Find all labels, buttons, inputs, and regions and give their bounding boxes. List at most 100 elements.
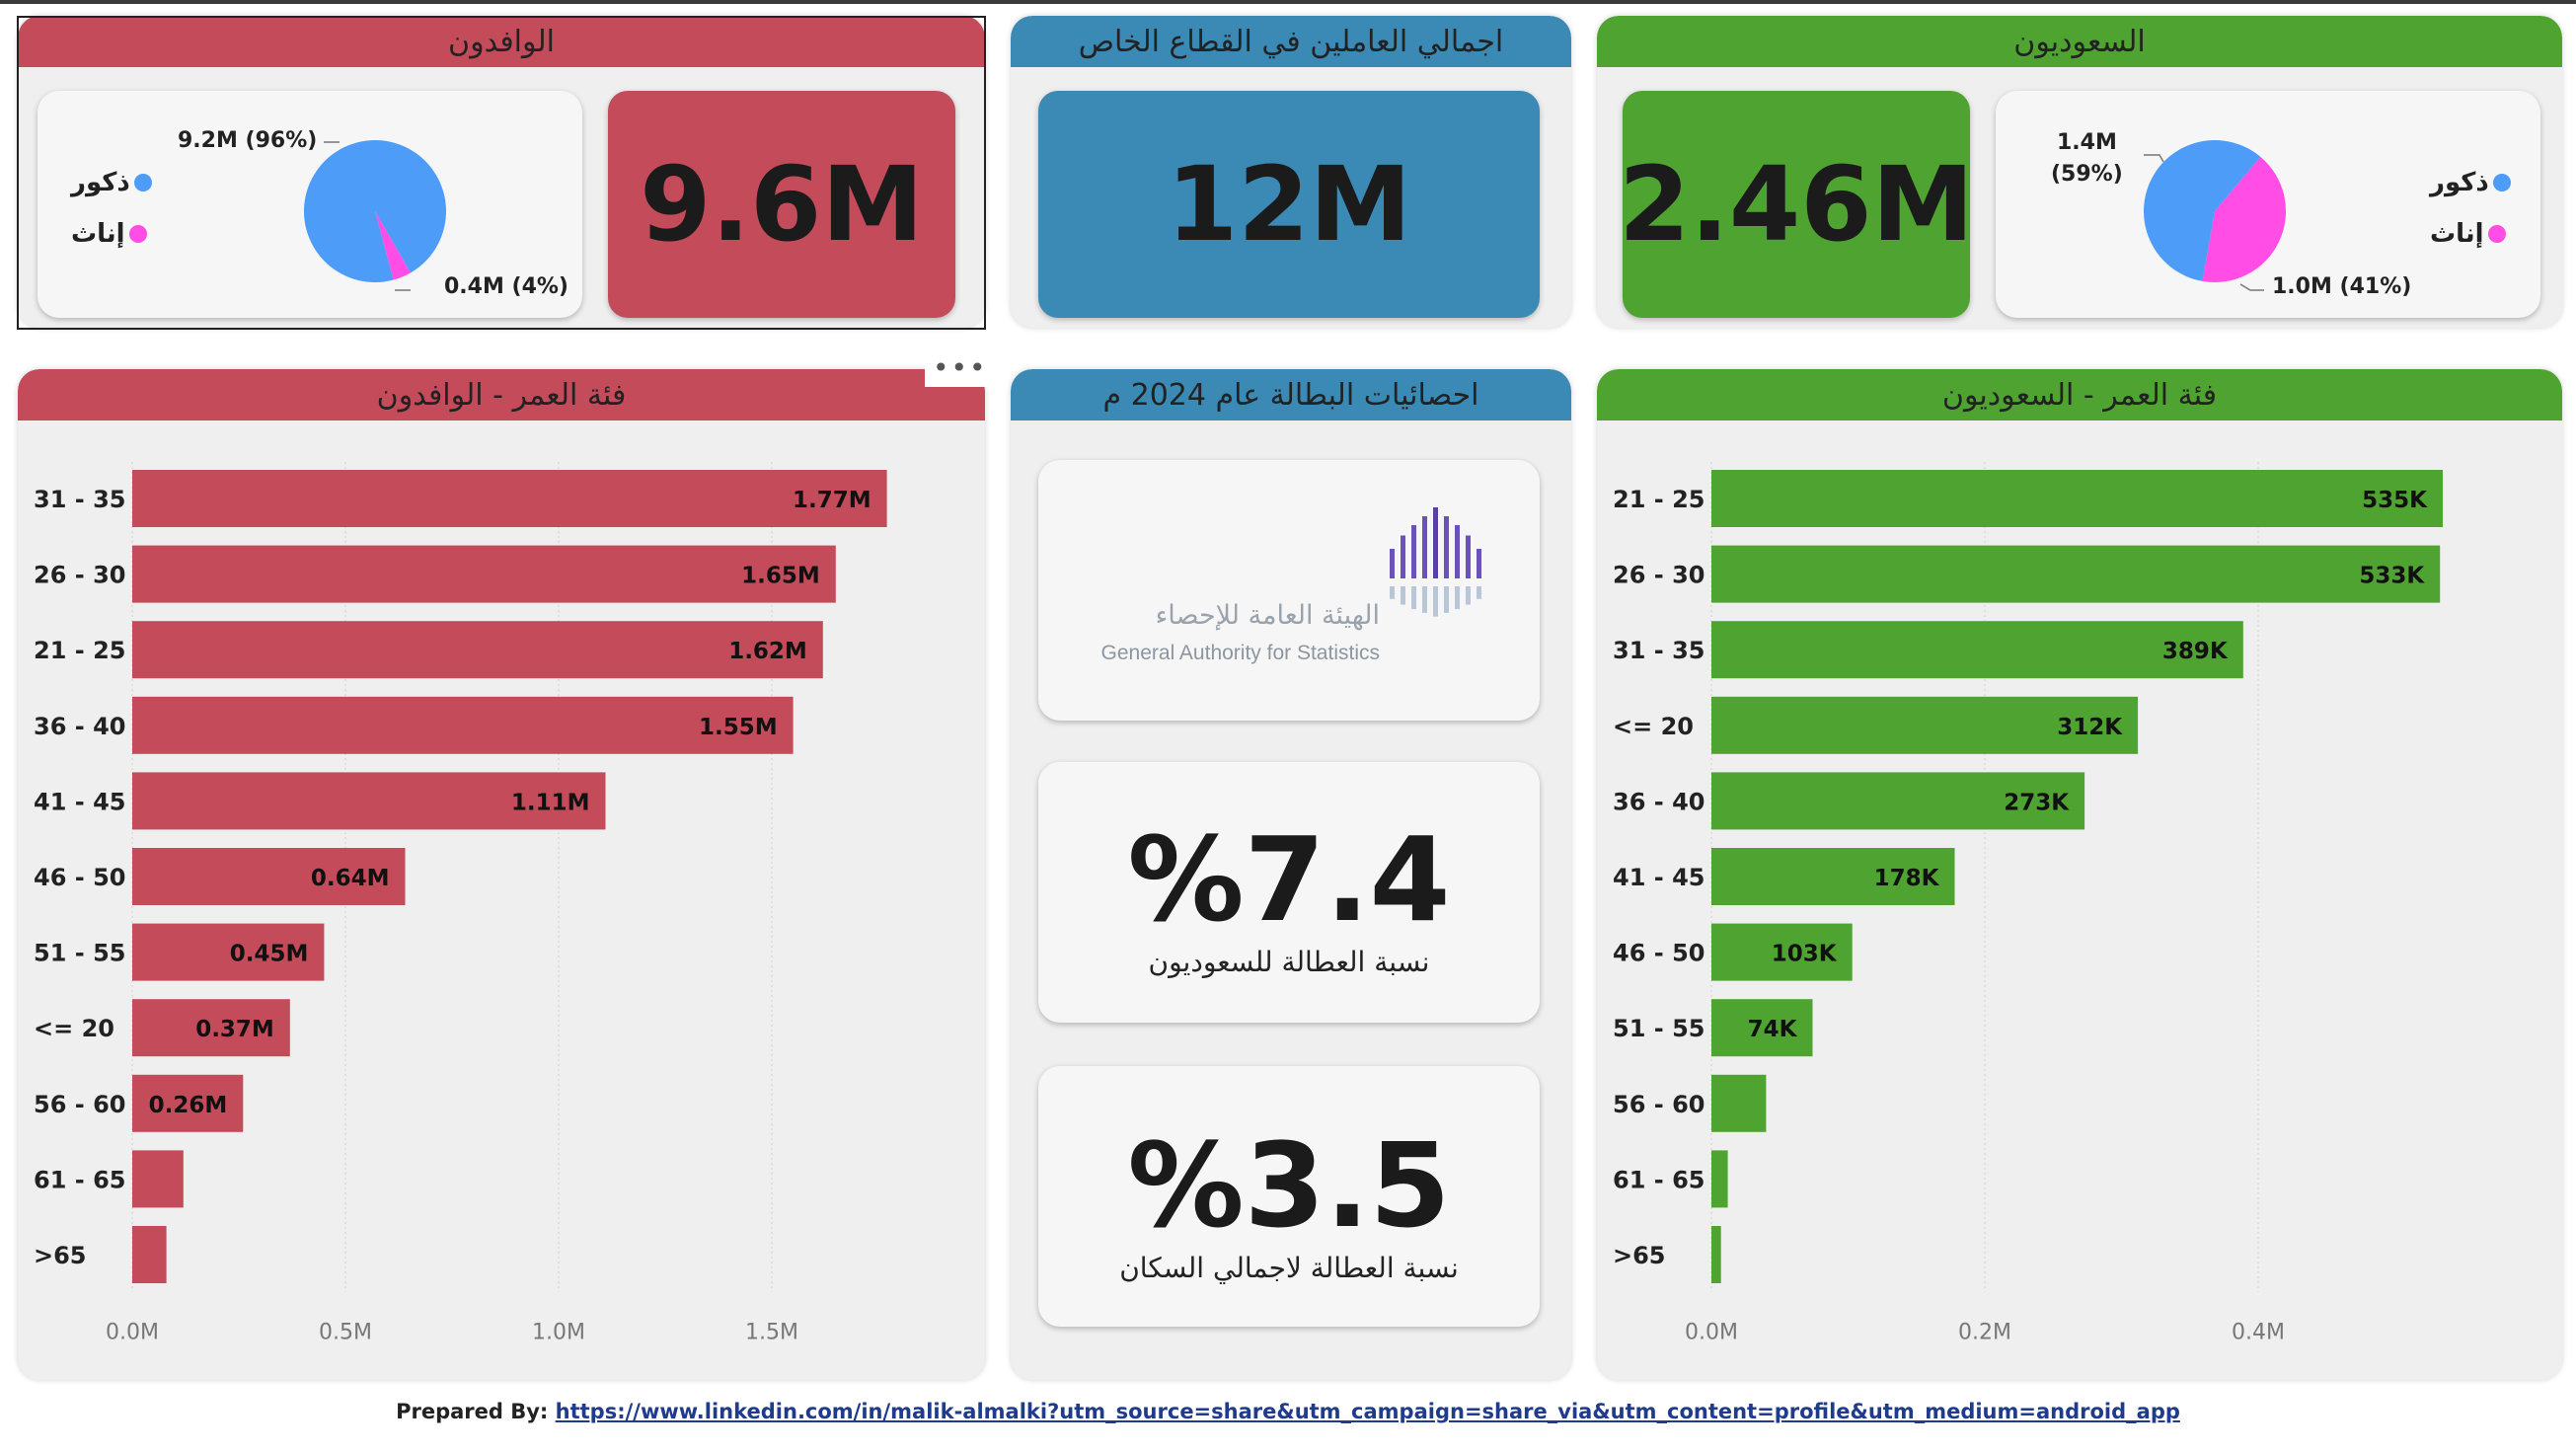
saudis-age-card[interactable]: فئة العمر - السعوديون 0.0M 0.2M 0.4M 21 - 2… — [1597, 369, 2562, 1380]
saudis-bar[interactable] — [1711, 1074, 1767, 1132]
logo-bar-top — [1422, 516, 1427, 578]
expats-bar[interactable] — [132, 621, 823, 679]
saudis-pie-slice-male[interactable] — [2144, 140, 2261, 281]
saudis-pie-slice-female[interactable] — [2202, 156, 2287, 283]
saudis-x-tick-label: 0.0M — [1685, 1321, 1738, 1345]
footer-linkedin-link[interactable]: https://www.linkedin.com/in/malik-almalk… — [555, 1400, 2180, 1423]
saudis-female-leader-line — [2239, 283, 2264, 291]
more-options-icon[interactable]: ••• — [933, 351, 988, 384]
expats-bar[interactable] — [132, 1150, 184, 1208]
expats-data-label: 1.62M — [728, 639, 807, 664]
expats-data-label: 1.11M — [511, 790, 590, 815]
saudis-gender-pie — [2144, 140, 2287, 291]
expats-data-label: 1.55M — [699, 715, 778, 740]
saudis-data-label: 389K — [2162, 639, 2229, 664]
saudis-legend-male-label: ذكور — [2430, 168, 2489, 197]
saudis-bar[interactable] — [1711, 621, 2243, 679]
saudis-bar[interactable] — [1711, 848, 1955, 905]
saudis-category-label: 51 - 55 — [1613, 1015, 1705, 1042]
saudis-male-value-line2: (59%) — [2051, 162, 2123, 187]
expats-bar[interactable] — [132, 848, 406, 905]
saudis-data-label: 103K — [1772, 942, 1838, 967]
more-options-bg — [925, 345, 990, 387]
saudis-category-label: 21 - 25 — [1613, 486, 1705, 513]
logo-bar-top — [1411, 525, 1416, 578]
logo-bar-bottom — [1466, 586, 1471, 605]
logo-bar-top — [1401, 535, 1405, 578]
expats-male-value: 9.2M (96%) — [178, 128, 318, 153]
expats-bar[interactable] — [132, 696, 794, 754]
saudis-x-tick-label: 0.4M — [2232, 1321, 2285, 1345]
expats-bar[interactable] — [132, 470, 887, 527]
expats-age-card[interactable]: فئة العمر - الوافدون 0.0M 0.5M 1.0M 1.5M 31 … — [18, 369, 985, 1380]
saudis-age-bar-chart: 0.0M 0.2M 0.4M 21 - 25 535K 26 - 30 533K 31 - 3… — [1613, 462, 2443, 1345]
saudis-title: السعوديون — [1597, 16, 2562, 67]
private-sector-total-kpi: 12M — [1038, 91, 1540, 318]
logo-bar-bottom — [1444, 586, 1449, 613]
expats-bar[interactable] — [132, 999, 290, 1057]
expats-gender-pie — [303, 140, 446, 291]
logo-bar-bottom — [1390, 586, 1395, 599]
saudis-category-label: 26 - 30 — [1613, 562, 1705, 589]
expats-title: الوافدون — [18, 16, 985, 67]
expats-female-value: 0.4M (4%) — [444, 274, 568, 299]
expats-category-label: <= 20 — [34, 1015, 114, 1042]
expats-bar[interactable] — [132, 1226, 167, 1283]
expats-pie-slice-female[interactable] — [375, 211, 411, 280]
expats-data-label: 1.65M — [741, 564, 820, 589]
saudis-legend-male[interactable]: ذكور — [2430, 168, 2511, 197]
gastat-logo-icon — [1390, 507, 1481, 617]
saudis-bar[interactable] — [1711, 923, 1853, 981]
saudis-bar[interactable] — [1711, 772, 2085, 830]
expats-category-label: 21 - 25 — [34, 637, 125, 664]
saudis-age-title: فئة العمر - السعوديون — [1597, 369, 2562, 421]
logo-bar-top — [1477, 549, 1481, 578]
saudis-bar[interactable] — [1711, 696, 2139, 754]
saudis-data-label: 535K — [2362, 488, 2428, 513]
expats-bar[interactable] — [132, 1074, 244, 1132]
logo-bar-bottom — [1422, 586, 1427, 613]
saudis-bar[interactable] — [1711, 1226, 1721, 1283]
expats-x-tick-label: 0.5M — [319, 1321, 372, 1345]
saudis-bar[interactable] — [1711, 545, 2441, 603]
saudis-legend-female[interactable]: إناث — [2430, 219, 2506, 249]
expats-age-title: فئة العمر - الوافدون — [18, 369, 985, 421]
saudi-unemployment-label: نسبة العطالة للسعوديون — [1148, 946, 1430, 978]
saudis-bar[interactable] — [1711, 999, 1813, 1057]
expats-x-tick-label: 1.0M — [532, 1321, 585, 1345]
expats-category-label: 36 - 40 — [34, 713, 125, 740]
saudis-bar[interactable] — [1711, 1150, 1728, 1208]
saudis-bar[interactable] — [1711, 470, 2443, 527]
saudis-gender-pie-panel[interactable]: 1.4M (59%) 1.0M (41%) ذكور إناث — [1996, 91, 2540, 318]
logo-bar-top — [1455, 525, 1460, 578]
saudi-unemployment-panel: %7.4 نسبة العطالة للسعوديون — [1038, 762, 1540, 1023]
expats-category-label: 31 - 35 — [34, 486, 125, 513]
saudis-category-label: 41 - 45 — [1613, 864, 1705, 891]
saudis-summary-card[interactable]: السعوديون 2.46M 1.4M (59%) 1.0M (41%) ذك… — [1597, 16, 2562, 328]
footer-prefix: Prepared By: — [396, 1400, 556, 1423]
expats-pie-slice-male[interactable] — [303, 140, 446, 283]
expats-category-label: 26 - 30 — [34, 562, 125, 589]
logo-bar-bottom — [1477, 586, 1481, 599]
logo-bar-bottom — [1411, 586, 1416, 610]
private-sector-card[interactable]: اجمالي العاملين في القطاع الخاص 12M — [1011, 16, 1571, 328]
expats-bar[interactable] — [132, 923, 325, 981]
expats-bar[interactable] — [132, 545, 836, 603]
saudis-total-kpi: 2.46M — [1619, 91, 1974, 318]
expats-summary-card[interactable]: الوافدون ذكور إناث 9.2M (96%) 0.4M (4%) … — [18, 16, 985, 328]
unemployment-card[interactable]: احصائيات البطالة عام 2024 م الهيئة العام… — [1011, 369, 1571, 1380]
expats-legend-female-label: إناث — [71, 219, 125, 249]
expats-gender-pie-panel[interactable]: ذكور إناث 9.2M (96%) 0.4M (4%) — [38, 91, 582, 318]
logo-bar-bottom — [1455, 586, 1460, 610]
logo-bar-top — [1444, 516, 1449, 578]
saudis-data-label: 74K — [1748, 1017, 1798, 1042]
saudis-male-value-line1: 1.4M — [2057, 130, 2117, 155]
saudis-data-label: 312K — [2057, 715, 2123, 740]
expats-legend-male[interactable]: ذكور — [71, 168, 152, 197]
total-unemployment-label: نسبة العطالة لاجمالي السكان — [1119, 1252, 1459, 1284]
saudis-category-label: 46 - 50 — [1613, 940, 1705, 967]
logo-bar-bottom — [1401, 586, 1405, 605]
expats-legend-female[interactable]: إناث — [71, 219, 147, 249]
expats-data-label: 1.77M — [793, 488, 871, 513]
expats-bar[interactable] — [132, 772, 606, 830]
